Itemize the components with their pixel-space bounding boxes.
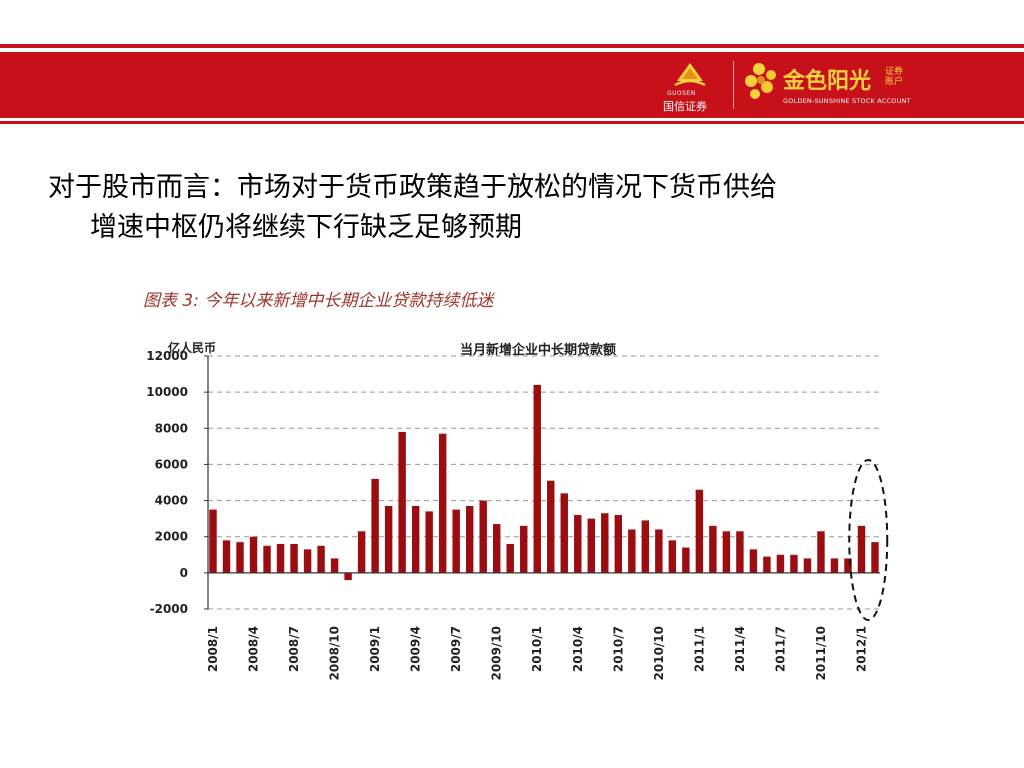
x-tick-label: 2010/7 xyxy=(611,626,625,672)
bar xyxy=(452,509,460,573)
bar xyxy=(830,558,839,573)
bar xyxy=(303,549,312,573)
x-tick-label: 2009/7 xyxy=(449,626,463,672)
banner-bottom-rule xyxy=(0,121,1024,124)
x-tick-label: 2011/10 xyxy=(814,626,828,680)
bar-chart: 当月新增企业中长期贷款额 亿人民币 -2000 0 2000 4000 6000 8000 10… xyxy=(146,340,889,680)
brand-logos: GUOSEN 国信证券 金色阳光 证券账户 GOLDEN-SUNSHINE ST… xyxy=(663,57,921,113)
bar xyxy=(601,513,609,573)
bar xyxy=(547,480,555,573)
x-tick-label: 2009/1 xyxy=(368,626,382,672)
bar xyxy=(249,536,258,573)
y-tick-label: -2000 xyxy=(150,602,188,616)
bar xyxy=(357,531,366,573)
bar xyxy=(276,543,285,573)
x-tick-label: 2008/4 xyxy=(247,626,261,672)
bar xyxy=(425,511,433,573)
header-banner xyxy=(0,52,1024,118)
bar xyxy=(749,549,758,573)
y-tick-label: 10000 xyxy=(146,385,188,399)
bar xyxy=(763,556,771,573)
logo-divider xyxy=(733,61,734,109)
bar xyxy=(560,493,568,573)
golden-sunshine-logo-icon xyxy=(745,63,776,99)
bar xyxy=(533,384,541,573)
y-tick-label: 4000 xyxy=(155,494,188,508)
bar xyxy=(628,529,636,573)
bar xyxy=(722,531,731,573)
bar xyxy=(371,478,379,573)
golden-sunshine-english-name: GOLDEN-SUNSHINE STOCK ACCOUNT xyxy=(783,97,911,105)
bar xyxy=(344,572,352,581)
bar xyxy=(506,543,514,573)
chart-title: 当月新增企业中长期贷款额 xyxy=(460,342,616,358)
bar xyxy=(871,542,879,573)
guosen-english-name: GUOSEN xyxy=(667,90,696,97)
figure-caption: 图表 3: 今年以来新增中长期企业贷款持续低迷 xyxy=(143,291,494,311)
bar xyxy=(587,518,596,573)
bar xyxy=(236,542,244,573)
bar xyxy=(438,433,447,573)
headline-line-1: 对于股市而言：市场对于货币政策趋于放松的情况下货币供给 xyxy=(48,172,777,203)
bar xyxy=(668,540,677,573)
bar xyxy=(614,515,623,573)
bar xyxy=(384,505,393,573)
bar xyxy=(492,524,501,573)
x-tick-label: 2010/4 xyxy=(571,626,585,672)
bar xyxy=(857,525,866,573)
x-tick-label: 2011/4 xyxy=(733,626,747,672)
y-tick-label: 2000 xyxy=(155,530,188,544)
highlight-ellipse xyxy=(848,459,889,621)
x-tick-label: 2011/7 xyxy=(773,626,787,672)
banner-top-rule xyxy=(0,44,1024,48)
headline-line-2: 增速中枢仍将继续下行缺乏足够预期 xyxy=(90,212,522,243)
x-tick-label: 2011/1 xyxy=(692,626,706,672)
bar xyxy=(776,554,785,573)
bar xyxy=(263,545,271,573)
bar xyxy=(209,509,217,573)
bar xyxy=(736,531,744,573)
bar xyxy=(641,520,650,573)
x-tick-label: 2008/10 xyxy=(328,626,342,680)
y-tick-label: 6000 xyxy=(155,457,188,471)
bar xyxy=(682,547,690,573)
slide-headline: 对于股市而言：市场对于货币政策趋于放松的情况下货币供给 增速中枢仍将继续下行缺乏… xyxy=(48,168,988,248)
bar xyxy=(317,545,325,573)
bar xyxy=(479,500,487,573)
bar xyxy=(411,505,420,573)
bar xyxy=(520,525,528,573)
bar xyxy=(574,515,582,573)
bar xyxy=(398,431,406,573)
x-tick-label: 2009/10 xyxy=(490,626,504,680)
x-tick-label: 2010/10 xyxy=(652,626,666,680)
x-tick-label: 2008/1 xyxy=(206,626,220,672)
bar xyxy=(817,531,825,573)
y-axis-label: 亿人民币 xyxy=(168,340,216,355)
bar xyxy=(330,558,339,573)
x-tick-label: 2010/1 xyxy=(530,626,544,672)
guosen-logo-icon xyxy=(674,63,706,87)
golden-sunshine-chinese-name: 金色阳光 xyxy=(783,69,872,94)
x-tick-label: 2009/4 xyxy=(409,626,423,672)
bar xyxy=(290,543,298,573)
bar xyxy=(695,489,704,573)
x-tick-label: 2008/7 xyxy=(287,626,301,672)
y-tick-label: 0 xyxy=(180,566,188,580)
bar xyxy=(465,505,474,573)
guosen-chinese-name: 国信证券 xyxy=(663,100,707,113)
bar xyxy=(222,540,231,573)
bar xyxy=(655,529,663,573)
x-tick-label: 2012/1 xyxy=(854,626,868,672)
y-tick-label: 12000 xyxy=(146,349,188,363)
golden-sunshine-subtitle: 证券账户 xyxy=(885,67,904,87)
bar xyxy=(844,558,852,573)
bar xyxy=(790,554,798,573)
bar xyxy=(709,525,717,573)
y-tick-label: 8000 xyxy=(155,421,188,435)
bar xyxy=(803,558,812,573)
